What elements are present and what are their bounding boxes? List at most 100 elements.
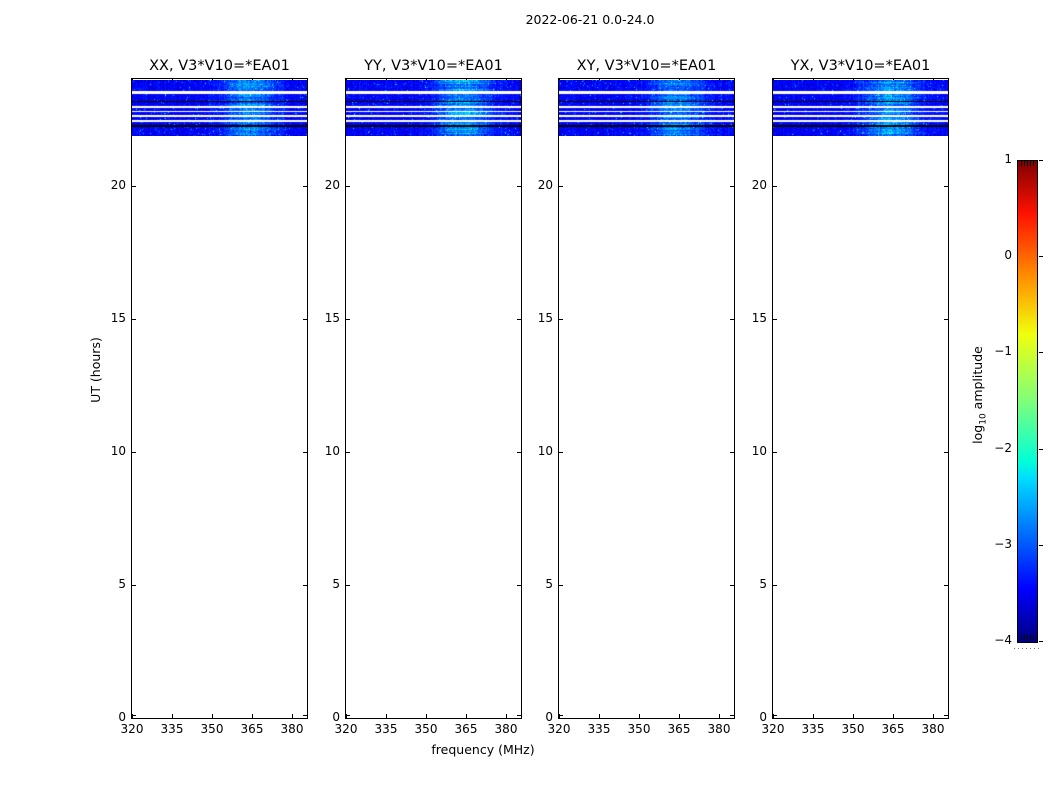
x-tick-label: 365 [881, 722, 905, 736]
y-tick-label: 0 [118, 710, 126, 724]
panel-title-xx: XX, V3*V10=*EA01 [149, 58, 290, 74]
y-tick-label: 20 [110, 178, 126, 192]
y-tick-mark [773, 585, 777, 586]
y-tick-label: 0 [332, 710, 340, 724]
y-tick-mark [132, 715, 136, 716]
x-tick-label: 320 [120, 722, 144, 736]
colorbar-top-hatch-marks [1021, 161, 1034, 166]
x-tick-mark [853, 714, 854, 718]
y-tick-mark [773, 715, 777, 716]
x-tick-label: 335 [374, 722, 398, 736]
spectrogram-band-xy [559, 80, 734, 136]
y-tick-label: 15 [751, 311, 767, 325]
spectrogram-band-yx [773, 80, 948, 136]
y-tick-label: 20 [751, 178, 767, 192]
x-tick-mark [132, 714, 133, 718]
y-tick-label: 15 [537, 311, 553, 325]
y-tick-mark [346, 319, 350, 320]
y-tick-label: 20 [324, 178, 340, 192]
colorbar-tick-mark [1039, 256, 1043, 257]
y-tick-mark [559, 319, 563, 320]
axes-panel-xx [131, 78, 308, 719]
colorbar-tick-mark [1039, 449, 1043, 450]
y-tick-mark [517, 715, 521, 716]
x-tick-label: 380 [280, 722, 304, 736]
y-tick-mark [773, 186, 777, 187]
y-tick-mark [730, 585, 734, 586]
x-tick-label: 335 [801, 722, 825, 736]
y-tick-mark [730, 452, 734, 453]
x-tick-mark [773, 714, 774, 718]
x-tick-mark [813, 714, 814, 718]
x-tick-label: 365 [240, 722, 264, 736]
colorbar-tick-label: −1 [994, 344, 1012, 358]
panel-title-yy: YY, V3*V10=*EA01 [364, 58, 503, 74]
colorbar-tick-mark [1039, 545, 1043, 546]
y-tick-mark [944, 452, 948, 453]
x-tick-label: 350 [841, 722, 865, 736]
y-tick-mark [303, 585, 307, 586]
x-tick-mark [719, 714, 720, 718]
y-tick-mark [346, 715, 350, 716]
y-tick-label: 10 [751, 444, 767, 458]
colorbar-label: log10 amplitude [970, 346, 989, 444]
y-tick-mark [303, 715, 307, 716]
y-tick-mark [303, 186, 307, 187]
y-tick-mark [730, 319, 734, 320]
y-tick-label: 10 [110, 444, 126, 458]
y-tick-label: 5 [759, 577, 767, 591]
x-tick-label: 380 [494, 722, 518, 736]
axes-panel-xy [558, 78, 735, 719]
x-tick-mark [679, 714, 680, 718]
x-tick-mark [599, 714, 600, 718]
x-tick-mark [346, 714, 347, 718]
x-tick-label: 350 [627, 722, 651, 736]
x-tick-mark [893, 714, 894, 718]
x-tick-label: 335 [160, 722, 184, 736]
x-tick-label: 365 [667, 722, 691, 736]
x-tick-mark [172, 714, 173, 718]
colorbar-tick-label: −3 [994, 537, 1012, 551]
y-tick-mark [773, 319, 777, 320]
x-tick-mark [252, 714, 253, 718]
y-tick-label: 10 [537, 444, 553, 458]
x-tick-label: 350 [200, 722, 224, 736]
x-tick-label: 320 [761, 722, 785, 736]
y-tick-label: 20 [537, 178, 553, 192]
y-tick-mark [346, 452, 350, 453]
colorbar-bottom-hatch-marks [1021, 635, 1034, 640]
y-tick-mark [346, 585, 350, 586]
y-tick-label: 5 [545, 577, 553, 591]
colorbar-tick-label: −2 [994, 441, 1012, 455]
y-axis-label: UT (hours) [88, 337, 103, 403]
panel-title-yx: YX, V3*V10=*EA01 [790, 58, 931, 74]
x-axis-label: frequency (MHz) [431, 742, 535, 757]
x-tick-mark [506, 714, 507, 718]
colorbar-tick-mark [1039, 641, 1043, 642]
colorbar-tick-label: 1 [1004, 152, 1012, 166]
y-tick-mark [517, 585, 521, 586]
y-tick-mark [559, 452, 563, 453]
x-tick-label: 320 [334, 722, 358, 736]
y-tick-mark [303, 319, 307, 320]
figure-title: 2022-06-21 0.0-24.0 [525, 12, 655, 27]
x-tick-mark [559, 714, 560, 718]
spectrogram-band-xx [132, 80, 307, 136]
y-tick-label: 15 [324, 311, 340, 325]
axes-panel-yy [345, 78, 522, 719]
x-tick-label: 380 [921, 722, 945, 736]
y-tick-mark [559, 585, 563, 586]
y-tick-mark [730, 186, 734, 187]
y-tick-mark [773, 452, 777, 453]
colorbar-tick-label: 0 [1004, 248, 1012, 262]
x-tick-mark [426, 714, 427, 718]
axes-panel-yx [772, 78, 949, 719]
spectrogram-band-yy [346, 80, 521, 136]
y-tick-mark [944, 715, 948, 716]
y-tick-mark [730, 715, 734, 716]
y-tick-mark [559, 715, 563, 716]
colorbar-tick-mark [1039, 352, 1043, 353]
x-tick-label: 335 [587, 722, 611, 736]
colorbar-underline-dots [1014, 648, 1041, 649]
